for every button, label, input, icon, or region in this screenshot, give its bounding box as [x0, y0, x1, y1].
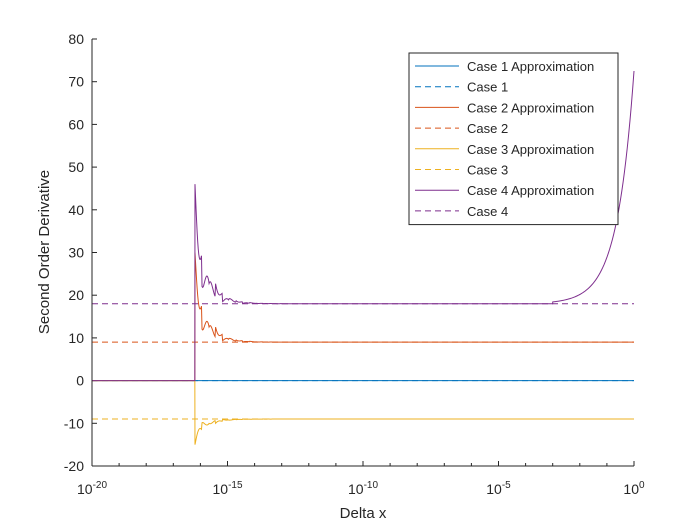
legend-label: Case 3 — [467, 163, 508, 178]
legend-label: Case 2 Approximation — [467, 100, 594, 115]
x-axis-label: Delta x — [340, 505, 387, 522]
ticks-layer: -20 -10 0 10 20 30 40 50 60 70 80 10-20 10-15 10-10 10… — [64, 31, 645, 497]
x-tick-label: 10-15 — [212, 480, 242, 497]
y-tick-label: 20 — [68, 287, 84, 303]
y-tick-label: 50 — [68, 159, 84, 175]
y-tick-label: 70 — [68, 74, 84, 90]
legend-label: Case 4 — [467, 204, 508, 219]
series-layer — [92, 70, 635, 445]
x-tick-label: 10-5 — [486, 480, 511, 497]
y-tick-label: 40 — [68, 202, 84, 218]
y-tick-label: 80 — [68, 31, 84, 47]
y-tick-label: 30 — [68, 245, 84, 261]
axes-layer — [91, 39, 634, 467]
legend-box — [408, 52, 619, 226]
legend-label: Case 3 Approximation — [467, 142, 594, 157]
x-tick-label: 100 — [623, 480, 645, 497]
legend-label: Case 4 Approximation — [467, 183, 594, 198]
legend-label: Case 2 — [467, 121, 508, 136]
legend-label: Case 1 Approximation — [467, 59, 594, 74]
y-tick-label: -10 — [64, 415, 84, 431]
x-tick-label: 10-20 — [77, 480, 107, 497]
y-axis-label: Second Order Derivative — [36, 170, 53, 334]
y-tick-label: 60 — [68, 116, 84, 132]
y-tick-label: 10 — [68, 330, 84, 346]
legend: Case 1 Approximation Case 1 Case 2 Approxi… — [408, 52, 619, 226]
y-tick-label: -20 — [64, 458, 84, 474]
legend-label: Case 1 — [467, 80, 508, 95]
y-tick-label: 0 — [76, 373, 84, 389]
x-tick-label: 10-10 — [348, 480, 378, 497]
